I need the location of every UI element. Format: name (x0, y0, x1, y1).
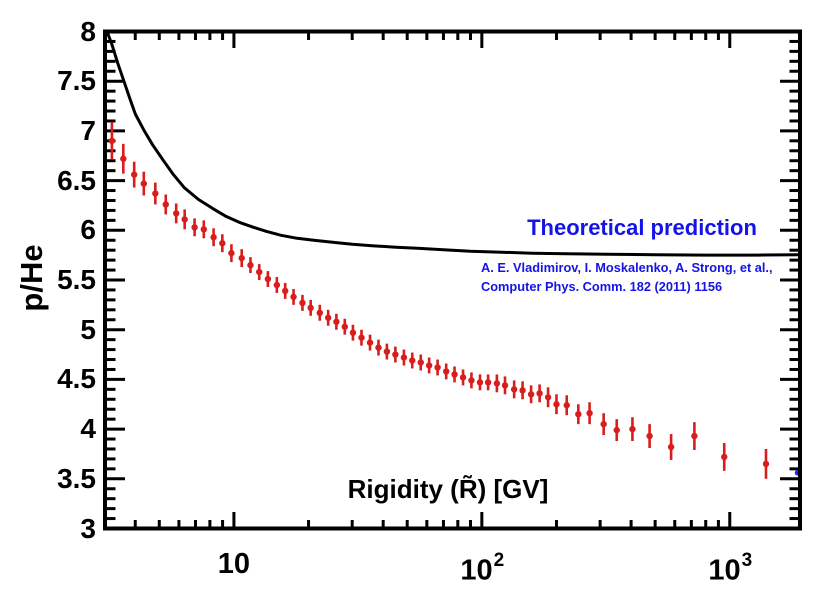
data-point (501, 382, 509, 389)
data-point (762, 460, 770, 468)
data-point (563, 402, 570, 409)
data-point (553, 401, 560, 408)
data-point (307, 304, 314, 312)
y-tick-label-6: 6 (80, 214, 96, 246)
data-point (434, 364, 441, 371)
reference-citation-line-1: A. E. Vladimirov, I. Moskalenko, A. Stro… (481, 260, 773, 275)
y-tick-label-7: 7 (80, 114, 96, 146)
data-point (468, 377, 475, 384)
data-point (613, 426, 620, 434)
data-point (425, 362, 433, 369)
data-point (646, 432, 653, 440)
data-point (219, 240, 226, 247)
data-point (140, 180, 147, 187)
data-point (264, 275, 272, 283)
data-point (400, 354, 408, 361)
data-point (600, 420, 607, 428)
y-tick-label-5.5: 5.5 (57, 264, 96, 295)
data-series (108, 121, 770, 479)
theory-curve-path (107, 33, 798, 257)
data-point (172, 210, 180, 217)
data-point (200, 226, 208, 233)
data-point (273, 281, 281, 289)
data-point (238, 254, 245, 262)
data-point (341, 323, 348, 330)
x-tick-label-10e2: 102 (460, 550, 505, 587)
data-point (366, 339, 374, 346)
data-point (256, 268, 263, 276)
data-point (375, 344, 382, 351)
y-tick-label-3: 3 (80, 512, 96, 544)
data-point (575, 410, 582, 418)
data-point (383, 348, 391, 355)
data-point (130, 171, 138, 178)
x-tick-label-10e3: 103 (708, 550, 753, 587)
data-point (290, 293, 297, 301)
reference-citation-line-2: Computer Phys. Comm. 182 (2011) 1156 (481, 279, 723, 294)
data-point (333, 318, 340, 325)
data-point (459, 374, 467, 381)
data-point (247, 261, 254, 269)
plot-frame (103, 29, 802, 531)
data-point (493, 380, 501, 387)
data-point (316, 309, 323, 317)
y-tick-label-8: 8 (80, 15, 96, 47)
data-point (162, 201, 169, 208)
y-tick-label-7.5: 7.5 (57, 65, 96, 97)
data-point (442, 368, 450, 375)
data-point (210, 234, 217, 241)
data-point (392, 351, 399, 358)
data-point (484, 379, 492, 386)
data-point (191, 224, 198, 231)
x-axis-title: Rigidity (R̃) [GV] (347, 474, 549, 504)
data-point (349, 329, 357, 336)
y-tick-label-4: 4 (80, 413, 96, 445)
data-point (691, 432, 698, 440)
data-point (510, 386, 518, 393)
data-point (228, 249, 235, 257)
data-point (451, 371, 458, 378)
data-point (417, 359, 424, 366)
data-point (120, 155, 127, 162)
data-point (519, 387, 526, 394)
data-point (629, 425, 636, 433)
data-point (527, 391, 535, 398)
data-point (108, 137, 116, 145)
data-point (476, 379, 484, 386)
data-point (586, 409, 593, 417)
data-point (299, 299, 306, 307)
data-point (324, 314, 332, 321)
data-point (181, 216, 188, 223)
data-point (544, 394, 552, 401)
y-tick-label-3.5: 3.5 (57, 462, 96, 494)
data-point (721, 453, 728, 461)
y-tick-label-5: 5 (80, 313, 96, 345)
data-point (536, 390, 543, 397)
data-point (152, 190, 159, 197)
x-tick-label-10e1: 10 (217, 548, 251, 580)
theory-curve (107, 33, 798, 257)
data-point (281, 287, 289, 295)
theory-prediction-label: Theoretical prediction (527, 215, 757, 240)
y-tick-label-6.5: 6.5 (57, 164, 96, 196)
data-point (358, 334, 365, 341)
y-tick-label-4.5: 4.5 (57, 363, 96, 395)
data-point (409, 357, 416, 364)
data-point (667, 443, 675, 451)
